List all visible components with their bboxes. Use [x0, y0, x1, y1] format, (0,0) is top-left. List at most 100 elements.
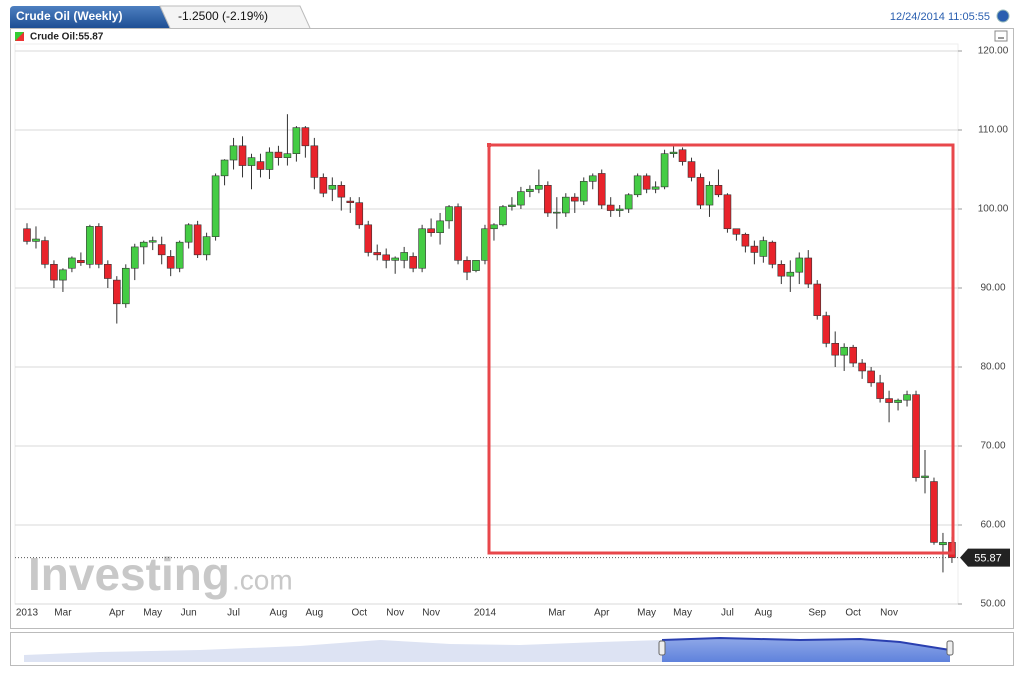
candles [23, 114, 956, 573]
candle-body [104, 263, 112, 279]
x-tick-label: Oct [845, 608, 861, 619]
candle-body [651, 186, 660, 190]
candle-body [391, 257, 399, 261]
x-tick-label: Mar [548, 608, 566, 619]
y-tick-label: 50.00 [980, 599, 1005, 610]
candle-body [274, 151, 283, 158]
annotation-handle [487, 143, 491, 147]
candle-body [175, 241, 184, 269]
candle-body [579, 181, 588, 202]
candle-body [355, 202, 364, 226]
candle-body [41, 240, 49, 265]
candle-body [139, 241, 148, 248]
candle-body [858, 362, 866, 372]
y-tick-label: 110.00 [978, 125, 1008, 136]
candle-body [517, 191, 525, 206]
candle-body [822, 315, 831, 344]
candle-body [741, 233, 750, 247]
candle-body [777, 263, 786, 277]
candle-body [876, 382, 884, 399]
candle-body [633, 175, 642, 196]
legend: Crude Oil:55.87 [30, 32, 104, 43]
x-tick-label: Jun [181, 608, 197, 619]
candle-body [427, 228, 435, 234]
plot-area [14, 43, 959, 605]
navigator-handle[interactable] [658, 640, 666, 656]
candle-body [561, 196, 570, 214]
candle-body [301, 127, 310, 147]
candle-body [912, 394, 920, 478]
candle-body [885, 398, 893, 403]
candle-body [481, 228, 489, 261]
candle-body [660, 153, 669, 188]
candle-body [463, 260, 471, 273]
candle-body [553, 211, 561, 214]
candle-body [59, 269, 67, 281]
candle-body [867, 370, 875, 384]
candle-body [606, 204, 615, 211]
candle-body [445, 206, 453, 222]
navigator-history [24, 640, 662, 662]
candle-body [238, 145, 247, 166]
x-tick-label: Nov [422, 608, 440, 619]
candle-body [319, 177, 328, 194]
x-tick-label: Sep [808, 608, 826, 619]
candle-body [894, 399, 902, 403]
candle-body [732, 228, 741, 235]
candle-body [678, 149, 687, 162]
candle-body [615, 208, 624, 211]
candle-body [750, 245, 759, 253]
collapse-button[interactable] [994, 30, 1008, 42]
refresh-button[interactable] [996, 9, 1010, 23]
candle-body [921, 475, 929, 478]
candle-body [508, 204, 516, 207]
candle-body [813, 283, 822, 316]
x-tick-label: Aug [270, 608, 288, 619]
candle-body [903, 394, 911, 401]
candle-body [184, 224, 193, 243]
candle-body [696, 177, 705, 206]
candle-body [544, 185, 552, 214]
candle-body [247, 157, 256, 166]
candle-body [148, 240, 157, 243]
timestamp: 12/24/2014 11:05:55 [890, 11, 990, 23]
x-tick-label: Apr [594, 608, 610, 619]
candle-body [382, 254, 391, 261]
grid [15, 50, 962, 605]
candle-body [400, 252, 408, 261]
candle-body [588, 175, 597, 182]
change-tab [159, 5, 311, 29]
candle-body [804, 257, 813, 285]
candle-body [32, 238, 40, 242]
candle-body [193, 224, 202, 256]
candle-body [849, 346, 857, 364]
x-tick-label: Mar [54, 608, 72, 619]
x-tick-label: May [637, 608, 656, 619]
candle-body [723, 194, 732, 230]
x-tick-label: Jul [227, 608, 240, 619]
navigator-line [661, 636, 951, 651]
candle-body [86, 226, 94, 265]
candle-body [409, 256, 417, 269]
price-change: -1.2500 (-2.19%) [178, 9, 268, 23]
candle-body [624, 194, 633, 210]
candle-body [211, 175, 220, 237]
candle-body [831, 342, 840, 356]
y-tick-label: 120.00 [978, 46, 1009, 57]
last-price-marker [960, 548, 1010, 567]
legend-icon-half [15, 32, 24, 41]
candle-body [346, 200, 355, 203]
candle-body [786, 271, 795, 277]
y-tick-label: 100.00 [978, 204, 1009, 215]
candle-body [499, 206, 507, 226]
candle-body [95, 226, 103, 265]
x-tick-label: Jul [721, 608, 734, 619]
navigator-handle[interactable] [946, 640, 954, 656]
y-tick-label: 90.00 [980, 283, 1005, 294]
x-tick-label: Apr [109, 608, 125, 619]
candle-body [364, 224, 373, 253]
candle-body [23, 228, 31, 242]
candle-body [418, 228, 426, 269]
